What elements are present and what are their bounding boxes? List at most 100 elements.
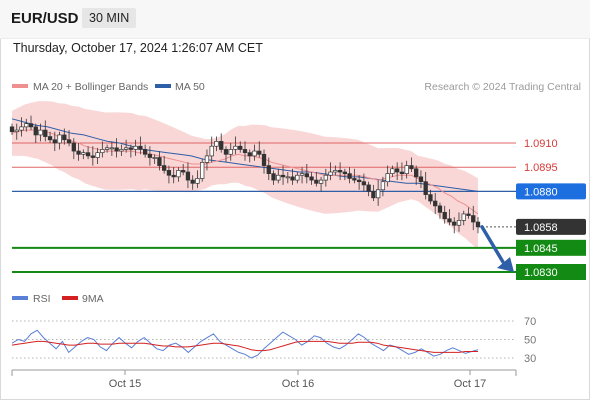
candle xyxy=(204,149,210,171)
candle xyxy=(328,162,333,181)
candle xyxy=(456,212,462,232)
candle xyxy=(176,167,181,182)
candle xyxy=(33,123,38,143)
candle xyxy=(190,175,195,190)
candle xyxy=(81,149,86,160)
candle xyxy=(28,115,34,131)
timestamp: Thursday, October 17, 2024 1:26:07 AM CE… xyxy=(13,41,263,55)
pivot-label: 1.0880 xyxy=(524,186,558,198)
candle xyxy=(361,173,367,192)
candle xyxy=(157,151,162,171)
candle xyxy=(380,176,386,197)
candle xyxy=(299,167,305,184)
level-pivot-2: 1.0880 xyxy=(12,183,586,200)
pivot-badge xyxy=(516,183,586,200)
candle xyxy=(399,162,405,181)
candle xyxy=(171,167,176,184)
credit-text: Research © 2024 Trading Central xyxy=(424,81,581,93)
candle xyxy=(152,154,157,164)
candle xyxy=(209,136,214,163)
timeframe-button[interactable]: 30 MIN xyxy=(82,8,137,28)
candle xyxy=(323,168,328,187)
currency-pair-title: EUR/USD xyxy=(11,10,79,27)
candle xyxy=(200,159,205,182)
candle xyxy=(280,165,286,185)
candle xyxy=(47,131,53,143)
rsi-legend-label: RSI xyxy=(33,293,51,305)
bollinger-bands xyxy=(12,101,478,250)
candle xyxy=(142,144,148,158)
ma20-legend-swatch xyxy=(12,84,28,88)
ma50-line xyxy=(11,118,479,192)
level-resistance-0: 1.0910 xyxy=(12,138,558,150)
rsi-9ma-line xyxy=(11,340,478,353)
candle xyxy=(385,165,390,187)
candle xyxy=(24,118,29,132)
candle xyxy=(166,165,172,184)
candle xyxy=(119,144,124,156)
candle xyxy=(109,141,115,156)
candle xyxy=(76,143,81,161)
candle xyxy=(414,165,419,185)
candle xyxy=(252,144,257,161)
candle xyxy=(261,149,267,174)
candle xyxy=(57,131,62,150)
candle xyxy=(66,130,72,147)
candle xyxy=(271,170,276,185)
support-badge xyxy=(516,239,586,256)
candle xyxy=(352,168,357,184)
candle xyxy=(356,175,362,190)
candle xyxy=(90,146,95,166)
x-tick-label: Oct 17 xyxy=(454,378,486,390)
candle xyxy=(442,205,447,224)
candle xyxy=(133,139,138,156)
candle xyxy=(295,172,300,184)
x-tick-label: Oct 15 xyxy=(109,378,141,390)
candle xyxy=(404,160,409,179)
candle xyxy=(447,209,452,226)
candle xyxy=(257,141,262,158)
candle xyxy=(247,149,252,163)
candle xyxy=(337,162,343,181)
level-support-5: 1.0830 xyxy=(12,264,586,280)
candle xyxy=(104,144,110,153)
candle xyxy=(85,146,91,160)
candle xyxy=(395,162,400,181)
candle xyxy=(242,141,248,161)
support-badge xyxy=(516,264,586,280)
projection-arrow xyxy=(480,225,514,272)
candle xyxy=(375,180,381,206)
candle xyxy=(390,165,395,177)
resistance-label: 1.0895 xyxy=(524,162,558,174)
candle xyxy=(52,131,57,152)
candle xyxy=(219,133,224,153)
candle xyxy=(43,120,48,142)
candle xyxy=(9,123,15,135)
candle xyxy=(409,157,414,173)
candle xyxy=(347,167,352,184)
x-tick-label: Oct 16 xyxy=(282,378,314,390)
candle xyxy=(466,207,471,219)
candle xyxy=(123,139,129,153)
current-price-badge xyxy=(516,218,586,235)
ma9-legend-label: 9MA xyxy=(82,293,104,305)
candle xyxy=(433,192,438,214)
candle xyxy=(185,162,191,189)
candle xyxy=(195,170,200,189)
candle xyxy=(228,143,233,161)
candle xyxy=(62,128,67,145)
candle xyxy=(95,147,100,164)
candle xyxy=(423,172,428,200)
candle xyxy=(371,184,376,202)
candle xyxy=(318,176,324,192)
candle xyxy=(309,172,314,185)
rsi-line xyxy=(11,329,479,359)
rsi-tick-label: 70 xyxy=(524,316,536,328)
candle xyxy=(71,138,76,160)
candle xyxy=(238,141,243,153)
candle xyxy=(38,123,43,142)
candle xyxy=(333,165,338,176)
candle xyxy=(214,136,219,152)
candle xyxy=(181,163,186,176)
